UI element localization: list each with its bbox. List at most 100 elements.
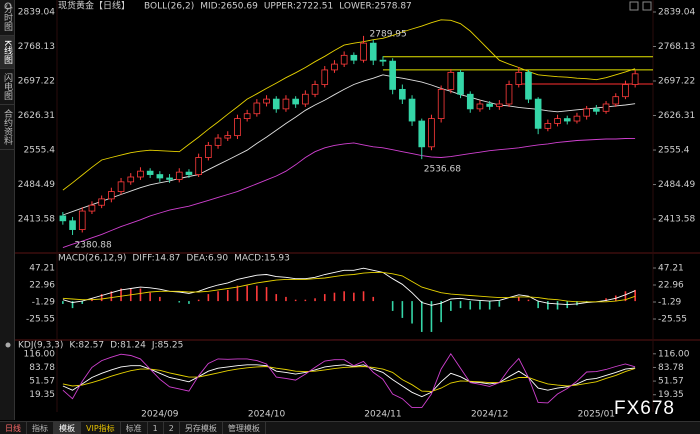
candle-body [563, 118, 571, 122]
y-tick-label: 116.00 [24, 349, 56, 359]
candle-body [466, 93, 474, 110]
y-tick-label: -25.55 [658, 315, 687, 325]
icon[interactable] [5, 342, 11, 348]
bottom-tab[interactable]: 2 [164, 422, 180, 434]
y-tick-label: 2697.22 [658, 77, 695, 87]
icon[interactable] [629, 1, 639, 11]
candle-body [631, 73, 639, 85]
bottom-tab[interactable]: 管理模板 [223, 422, 266, 434]
y-tick-label: 2768.13 [658, 42, 695, 52]
bottom-tab[interactable]: 模板 [54, 422, 81, 434]
candle-body [408, 98, 416, 122]
y-tick-label: 2484.49 [658, 180, 695, 190]
bottom-tab[interactable]: 日线 [0, 422, 27, 434]
candle-body [612, 96, 620, 105]
candle-body [369, 42, 377, 61]
y-tick-label: 83.78 [29, 363, 55, 373]
legend-entry: DEA:6.90 [186, 254, 228, 264]
candle-body [156, 174, 164, 179]
price-annotation: 2536.68 [424, 165, 461, 175]
candle-body [88, 204, 96, 212]
y-tick-label: 2839.04 [18, 7, 55, 17]
legend-entry: DIFF:14.87 [132, 254, 180, 264]
y-tick-label: 116.00 [658, 349, 690, 359]
indicator-line [62, 352, 636, 409]
candle-body [534, 98, 542, 129]
candle-body [486, 103, 493, 107]
x-tick-label: 2024/11 [364, 410, 401, 420]
candle-body [505, 84, 513, 105]
indicator-line [62, 19, 636, 191]
watermark: FX678 [614, 398, 675, 419]
candle-body [311, 84, 319, 95]
y-tick-label: 47.21 [658, 264, 684, 274]
y-tick-label: 2768.13 [18, 42, 55, 52]
y-tick-label: 51.57 [29, 377, 55, 387]
candle-body [350, 54, 358, 61]
y-tick-label: 22.96 [658, 281, 684, 291]
candle-body [331, 63, 338, 71]
candle-body [146, 170, 154, 175]
bottom-bar: 日线 指标 模板 VIP指标 标准 1 2 另存模板 管理模板 [0, 421, 700, 434]
candle-body [234, 118, 241, 137]
y-tick-label: 2413.58 [18, 215, 55, 225]
icon[interactable] [642, 1, 652, 11]
candle-body [302, 93, 309, 105]
candle-body [457, 71, 464, 95]
legend-entry: 现货黄金【日线】 [58, 0, 130, 12]
legend-entry: LOWER:2578.87 [339, 2, 412, 12]
y-tick-label: 2484.49 [18, 180, 55, 190]
candle-body [340, 54, 348, 65]
y-tick-label: -25.55 [26, 315, 55, 325]
y-tick-label: 2626.31 [658, 111, 695, 121]
candle-body [224, 135, 232, 139]
bottom-tab[interactable]: 指标 [27, 422, 54, 434]
y-tick-label: 2839.04 [658, 7, 695, 17]
candle-body [515, 71, 523, 85]
y-tick-label: -1.29 [658, 298, 682, 308]
legend-entry: K:82.57 [69, 341, 104, 351]
side-tab[interactable]: 分时图 [0, 0, 14, 36]
bottom-tab[interactable]: 另存模板 [180, 422, 223, 434]
y-tick-label: 2697.22 [18, 77, 55, 87]
legend-entry: J:85.25 [151, 341, 183, 351]
y-tick-label: 2555.4 [658, 146, 690, 156]
candle-body [78, 210, 86, 230]
legend-entry: D:81.24 [110, 341, 146, 351]
indicator-line [62, 271, 636, 303]
x-tick-label: 2025/01 [578, 410, 615, 420]
candle-body [544, 123, 552, 129]
candle-body [214, 137, 222, 146]
side-tab[interactable]: 合约资料 [0, 105, 14, 150]
icon[interactable] [4, 2, 12, 10]
x-tick-label: 2024/10 [248, 410, 286, 420]
candle-body [622, 84, 629, 98]
legend-entry: BOLL(26,2) [144, 2, 194, 12]
candle-body [496, 103, 503, 107]
candle-body [292, 98, 299, 105]
side-tab[interactable]: K线图 [0, 36, 14, 69]
candle-body [437, 88, 445, 119]
candle-body [282, 98, 290, 110]
y-tick-label: 22.96 [29, 281, 55, 291]
candle-body [127, 176, 135, 183]
legend-entry: MACD(26,12,9) [58, 254, 126, 264]
candle-body [253, 102, 261, 115]
y-tick-label: -1.29 [32, 298, 56, 308]
chart: 2839.04 2839.04 2768.13 2768.13 2697.22 2697.… [4, 0, 700, 420]
candle-body [69, 220, 76, 230]
price-annotation: 2380.88 [75, 240, 112, 250]
side-tab[interactable]: 闪电图 [0, 69, 14, 105]
bottom-tab[interactable]: 1 [148, 422, 164, 434]
candle-body [321, 69, 329, 85]
candle-body [447, 71, 455, 90]
price-annotation: 2789.95 [370, 29, 407, 39]
candle-body [59, 215, 67, 222]
x-tick-label: 2024/09 [141, 410, 179, 420]
candle-body [602, 103, 610, 112]
candle-body [593, 108, 600, 112]
bottom-tab[interactable]: 标准 [121, 422, 148, 434]
candle-body [98, 198, 105, 206]
bottom-tab[interactable]: VIP指标 [81, 422, 121, 434]
